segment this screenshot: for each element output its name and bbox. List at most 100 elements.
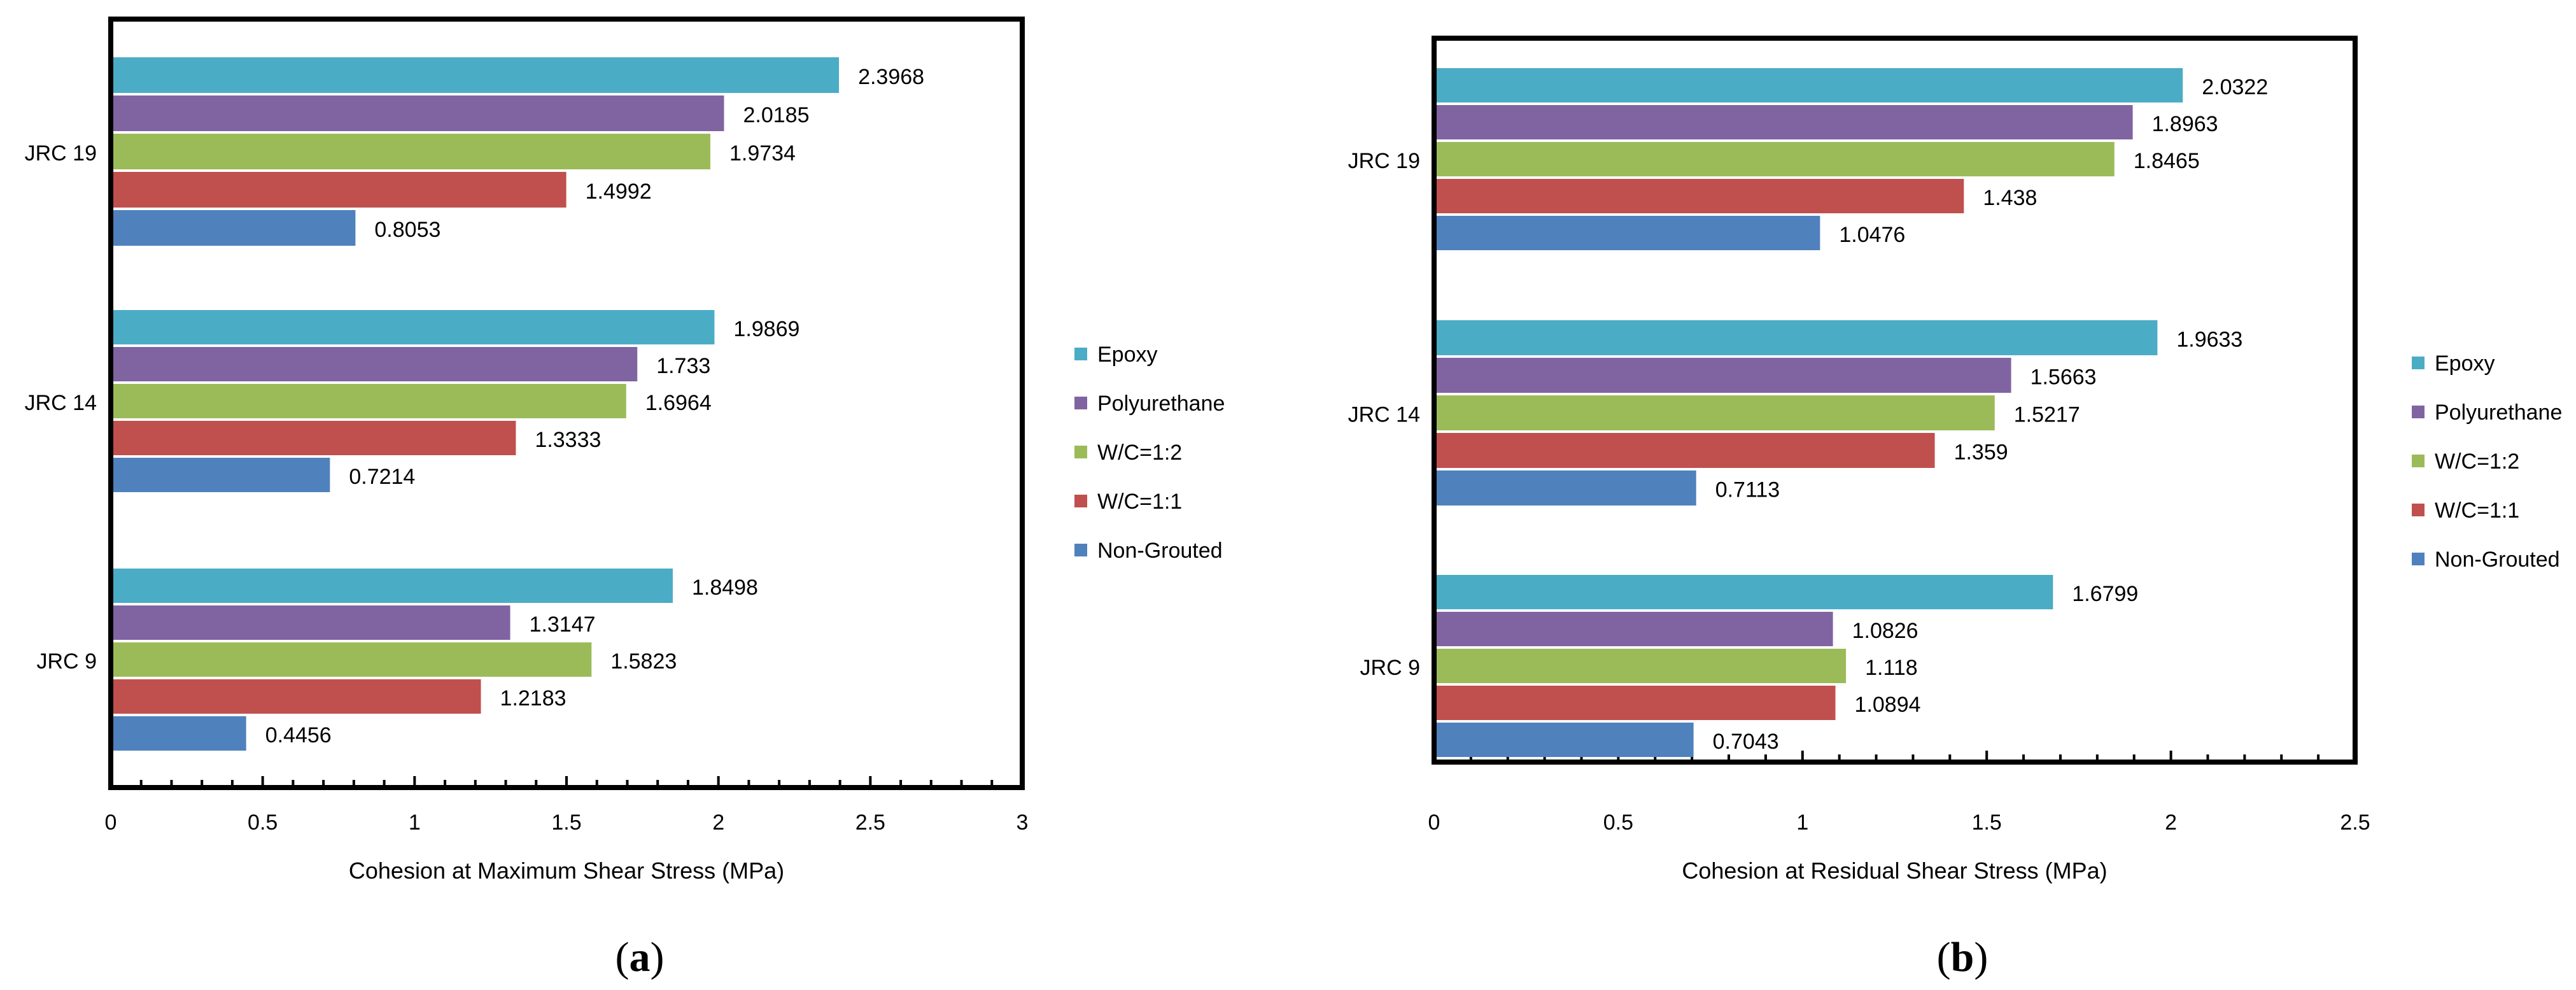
chart-a-data-label-jrc-9-epoxy: 1.8498 — [692, 576, 758, 600]
chart-a-bar-jrc-9-w-c-1-2 — [113, 642, 592, 677]
chart-a-data-label-jrc-19-epoxy: 2.3968 — [858, 65, 924, 89]
chart-b-bar-jrc-9-w-c-1-1 — [1437, 686, 1836, 720]
chart-b-data-label-jrc-9-epoxy: 1.6799 — [2072, 582, 2138, 606]
chart-b-tick-label-5: 2.5 — [2340, 810, 2370, 835]
chart-a-legend-label-polyurethane: Polyurethane — [1097, 392, 1225, 416]
chart-b-data-label-jrc-14-epoxy: 1.9633 — [2176, 328, 2242, 352]
chart-b-category-label-jrc-14: JRC 14 — [1348, 403, 1420, 427]
chart-b-panel-label: (b) — [1937, 934, 1988, 980]
chart-b-category-label-jrc-9: JRC 9 — [1360, 656, 1420, 680]
chart-b-tick-label-0: 0 — [1428, 810, 1440, 835]
chart-a-legend-swatch-non-grouted — [1074, 544, 1087, 556]
chart-a-bar-jrc-9-polyurethane — [113, 605, 510, 640]
chart-a-data-label-jrc-14-polyurethane: 1.733 — [656, 354, 710, 378]
chart-b-legend-label-epoxy: Epoxy — [2435, 351, 2495, 376]
chart-b-data-label-jrc-9-w-c-1-2: 1.118 — [1865, 656, 1918, 680]
chart-a-bar-jrc-14-w-c-1-1 — [113, 421, 516, 455]
chart-a-legend-swatch-w-c-1-1 — [1074, 495, 1087, 507]
chart-a-tick-label-3: 1.5 — [551, 810, 581, 835]
chart-a-x-axis-title: Cohesion at Maximum Shear Stress (MPa) — [349, 858, 784, 884]
chart-a-bar-jrc-14-non-grouted — [113, 458, 330, 492]
chart-b-category-label-jrc-19: JRC 19 — [1348, 149, 1420, 173]
chart-b-legend-swatch-w-c-1-2 — [2412, 455, 2425, 467]
chart-b-bar-jrc-14-polyurethane — [1437, 358, 2011, 393]
chart-b-legend-label-non-grouted: Non-Grouted — [2435, 548, 2560, 572]
chart-a-tick-label-6: 3 — [1017, 810, 1029, 835]
chart-b-bar-jrc-19-polyurethane — [1437, 105, 2133, 139]
chart-b: 0 0.5 1 1.5 2 2.5 Cohesion at Residual Shear S… — [1348, 36, 2562, 980]
chart-a-legend-swatch-epoxy — [1074, 348, 1087, 360]
chart-a-legend: Epoxy Polyurethane W/C=1:2 W/C=1:1 Non-Grout… — [1074, 343, 1225, 563]
chart-a-data-label-jrc-9-polyurethane: 1.3147 — [530, 612, 596, 637]
chart-b-bar-jrc-9-epoxy — [1437, 575, 2053, 609]
chart-b-tick-label-4: 2 — [2165, 810, 2177, 835]
chart-a-bar-jrc-14-epoxy — [113, 310, 715, 344]
chart-b-data-label-jrc-14-polyurethane: 1.5663 — [2031, 365, 2097, 390]
chart-b-legend-swatch-polyurethane — [2412, 406, 2425, 418]
chart-b-data-label-jrc-19-w-c-1-2: 1.8465 — [2134, 149, 2200, 173]
chart-a-bar-jrc-9-w-c-1-1 — [113, 679, 481, 714]
chart-a-bar-jrc-9-epoxy — [113, 569, 673, 603]
chart-a-legend-label-non-grouted: Non-Grouted — [1097, 539, 1223, 563]
chart-b-legend-swatch-non-grouted — [2412, 553, 2425, 565]
chart-a-category-label-jrc-19: JRC 19 — [25, 141, 97, 166]
chart-b-data-label-jrc-19-non-grouted: 1.0476 — [1839, 223, 1905, 247]
chart-b-x-axis-title: Cohesion at Residual Shear Stress (MPa) — [1682, 858, 2107, 884]
chart-a-tick-label-2: 1 — [409, 810, 421, 835]
chart-a-data-label-jrc-14-epoxy: 1.9869 — [733, 317, 799, 341]
chart-a-bar-jrc-19-epoxy — [113, 57, 840, 93]
chart-b-bar-jrc-9-w-c-1-2 — [1437, 649, 1847, 683]
chart-b-data-label-jrc-14-non-grouted: 0.7113 — [1715, 478, 1780, 502]
chart-a-legend-swatch-w-c-1-2 — [1074, 446, 1087, 458]
chart-a-tick-label-5: 2.5 — [855, 810, 885, 835]
chart-b-bar-jrc-14-epoxy — [1437, 320, 2158, 355]
chart-a-legend-swatch-polyurethane — [1074, 397, 1087, 409]
chart-b-data-label-jrc-19-w-c-1-1: 1.438 — [1983, 186, 2037, 210]
chart-b-legend-swatch-epoxy — [2412, 357, 2425, 369]
chart-a-data-label-jrc-14-w-c-1-2: 1.6964 — [645, 391, 712, 415]
chart-b-data-label-jrc-9-polyurethane: 1.0826 — [1852, 619, 1918, 643]
chart-a-bar-jrc-19-non-grouted — [113, 210, 356, 246]
chart-a-legend-label-w-c-1-2: W/C=1:2 — [1097, 441, 1182, 465]
chart-a-data-label-jrc-9-w-c-1-2: 1.5823 — [610, 649, 677, 674]
chart-b-legend-swatch-w-c-1-1 — [2412, 504, 2425, 516]
chart-b-bar-jrc-19-w-c-1-1 — [1437, 179, 1964, 213]
chart-b-data-label-jrc-9-non-grouted: 0.7043 — [1713, 730, 1779, 754]
chart-a-data-label-jrc-19-polyurethane: 2.0185 — [743, 103, 809, 127]
chart-b-bar-jrc-14-w-c-1-2 — [1437, 395, 1995, 430]
chart-b-tick-label-3: 1.5 — [1972, 810, 2002, 835]
chart-a-tick-label-1: 0.5 — [248, 810, 278, 835]
chart-b-bar-jrc-19-epoxy — [1437, 68, 2183, 103]
chart-a-tick-label-0: 0 — [105, 810, 117, 835]
chart-b-legend-label-w-c-1-1: W/C=1:1 — [2435, 499, 2519, 523]
chart-a-bar-jrc-19-polyurethane — [113, 95, 724, 131]
chart-a-bar-jrc-9-non-grouted — [113, 716, 246, 751]
chart-a-tick-label-4: 2 — [712, 810, 724, 835]
chart-b-bar-jrc-14-non-grouted — [1437, 470, 1696, 506]
chart-b-legend: Epoxy Polyurethane W/C=1:2 W/C=1:1 Non-Grout… — [2412, 351, 2562, 572]
chart-b-data-label-jrc-14-w-c-1-2: 1.5217 — [2014, 403, 2080, 427]
chart-b-data-label-jrc-19-epoxy: 2.0322 — [2202, 75, 2268, 99]
chart-b-data-label-jrc-19-polyurethane: 1.8963 — [2152, 112, 2218, 136]
chart-a-legend-label-epoxy: Epoxy — [1097, 343, 1158, 367]
chart-b-tick-label-1: 0.5 — [1603, 810, 1633, 835]
chart-b-bar-jrc-19-w-c-1-2 — [1437, 142, 2115, 176]
chart-a-category-label-jrc-9: JRC 9 — [37, 649, 97, 674]
chart-a-bar-jrc-14-w-c-1-2 — [113, 384, 626, 418]
chart-b-bar-jrc-9-non-grouted — [1437, 723, 1694, 757]
chart-b-data-label-jrc-9-w-c-1-1: 1.0894 — [1855, 693, 1921, 717]
chart-a-data-label-jrc-14-non-grouted: 0.7214 — [349, 465, 415, 489]
chart-a-data-label-jrc-19-w-c-1-2: 1.9734 — [729, 141, 796, 166]
chart-a-bar-jrc-14-polyurethane — [113, 347, 638, 381]
chart-a-data-label-jrc-9-w-c-1-1: 1.2183 — [500, 686, 567, 711]
chart-a: 0 0.5 1 1.5 2 2.5 3 Cohesion at Maximum Shear S… — [25, 17, 1225, 980]
chart-b-legend-label-polyurethane: Polyurethane — [2435, 400, 2562, 425]
chart-a-data-label-jrc-19-w-c-1-1: 1.4992 — [586, 180, 652, 204]
chart-a-panel-label: (a) — [616, 934, 665, 980]
chart-b-bar-jrc-9-polyurethane — [1437, 612, 1833, 646]
chart-a-legend-label-w-c-1-1: W/C=1:1 — [1097, 490, 1182, 514]
chart-a-bar-jrc-19-w-c-1-1 — [113, 172, 567, 208]
chart-b-legend-label-w-c-1-2: W/C=1:2 — [2435, 449, 2519, 474]
chart-a-data-label-jrc-14-w-c-1-1: 1.3333 — [535, 428, 601, 452]
